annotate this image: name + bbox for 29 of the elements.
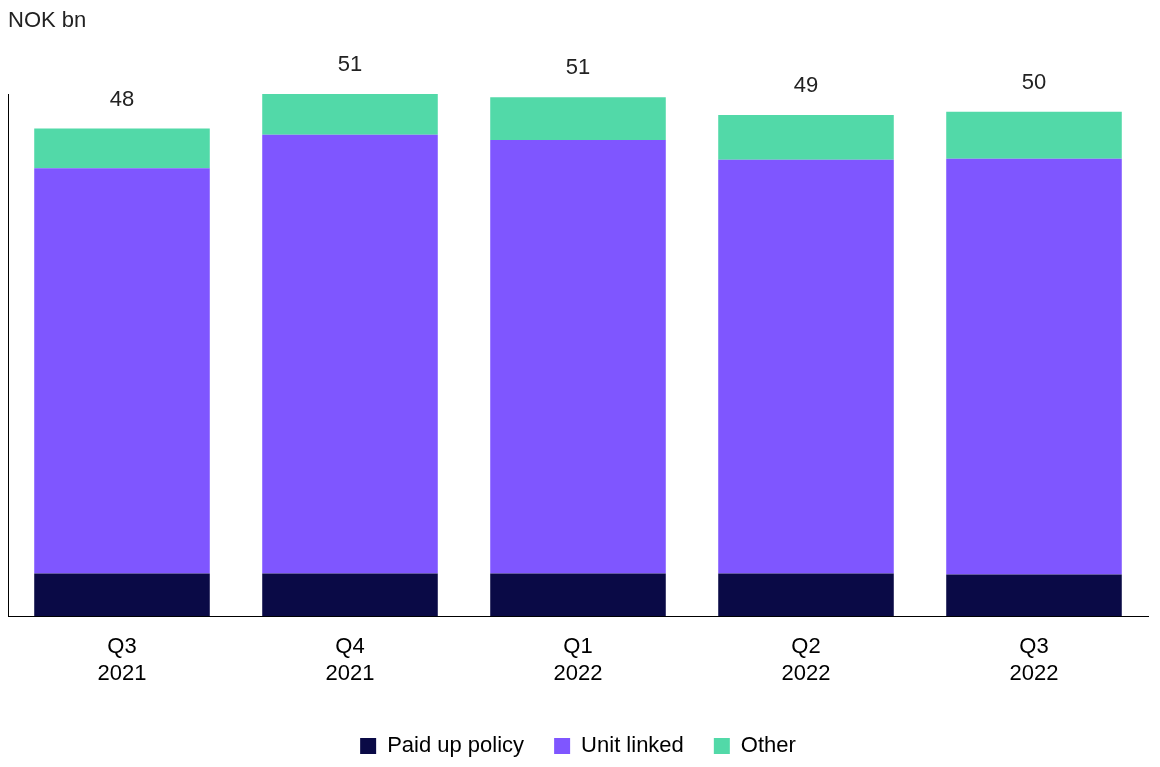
annotation: 50	[1021, 68, 1047, 94]
bar	[34, 573, 210, 617]
annotation: 48	[109, 85, 135, 111]
bar	[718, 114, 894, 160]
bar	[262, 134, 438, 574]
bar	[946, 158, 1122, 575]
bar	[34, 128, 210, 169]
bar	[262, 573, 438, 617]
bar	[34, 168, 210, 574]
x-tick-label: Q3 2022	[1009, 633, 1059, 685]
x-tick-label: Q2 2022	[781, 633, 831, 685]
legend-label: Paid up policy	[387, 732, 525, 758]
bar	[946, 111, 1122, 159]
x-tick-label: Q1 2022	[553, 633, 603, 685]
y-axis-title: NOK bn	[8, 7, 87, 33]
bar	[490, 139, 666, 574]
bar	[946, 574, 1122, 617]
bar	[718, 159, 894, 574]
bar	[490, 97, 666, 140]
x-tick-label: Q4 2021	[325, 633, 375, 685]
annotation: 51	[565, 54, 591, 80]
bar	[718, 573, 894, 617]
bar	[490, 573, 666, 617]
annotation: 49	[793, 71, 819, 97]
bar	[262, 94, 438, 135]
annotation: 51	[337, 51, 363, 77]
legend-label: Unit linked	[581, 732, 684, 758]
legend-label: Other	[740, 732, 796, 758]
x-tick-label: Q3 2021	[97, 633, 147, 685]
